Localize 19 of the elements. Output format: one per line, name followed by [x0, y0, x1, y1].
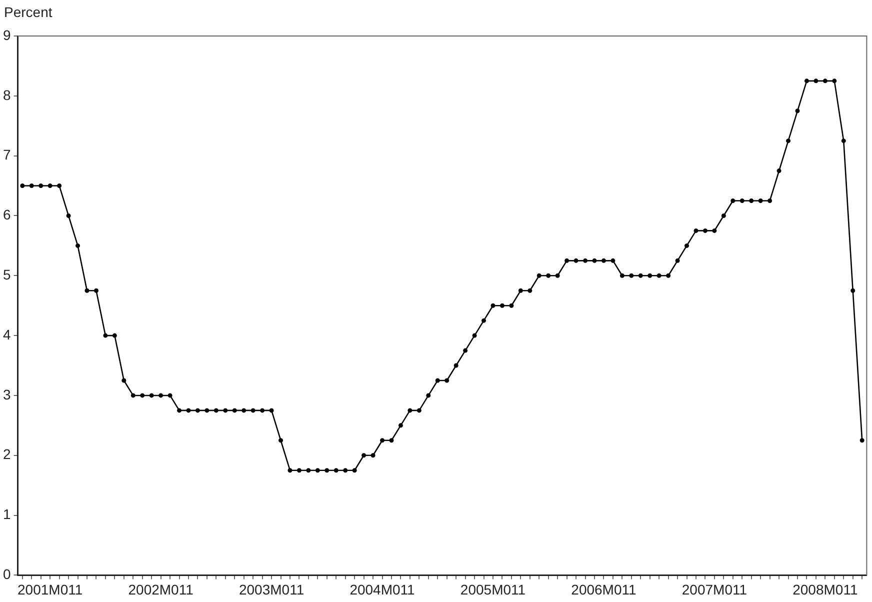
x-tick-label: 2004M011 — [350, 581, 416, 598]
y-tick-label: 4 — [2, 326, 11, 342]
y-tick-label: 1 — [2, 506, 11, 522]
y-tick-label: 5 — [2, 266, 11, 283]
y-tick-label: 0 — [2, 566, 11, 582]
x-tick-label: 2001M011 — [18, 581, 83, 598]
y-tick-label: 3 — [2, 386, 11, 402]
y-tick-label: 8 — [2, 86, 11, 103]
y-tick-label: 7 — [2, 146, 11, 163]
y-tick-label: 6 — [2, 206, 11, 223]
x-tick-label: 2008M011 — [792, 581, 858, 598]
y-tick-label: 2 — [2, 446, 11, 462]
x-tick-label: 2006M011 — [571, 581, 636, 598]
x-tick-label: 2007M011 — [682, 581, 748, 598]
x-tick-label: 2005M011 — [460, 581, 526, 598]
y-tick-label: 9 — [2, 26, 11, 43]
y-axis-title: Percent — [4, 4, 52, 20]
x-tick-label: 2003M011 — [238, 581, 304, 598]
x-tick-label: 2002M011 — [128, 581, 194, 598]
